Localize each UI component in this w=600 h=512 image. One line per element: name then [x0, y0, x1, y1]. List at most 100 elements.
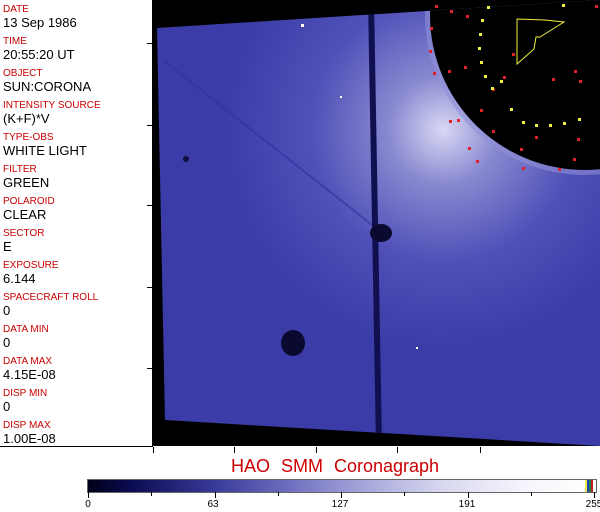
red-marker [457, 119, 460, 122]
field-date: DATE 13 Sep 1986 [3, 4, 77, 30]
red-marker [535, 136, 538, 139]
red-marker [429, 50, 432, 53]
colorbar-label: 255 [585, 499, 600, 510]
field-label: DISP MAX [3, 420, 51, 431]
field-type-obs: TYPE-OBS WHITE LIGHT [3, 132, 87, 158]
colorbar-tick [214, 492, 216, 498]
field-label: DATA MIN [3, 324, 49, 335]
axis-tick [147, 43, 153, 44]
field-data-max: DATA MAX 4.15E-08 [3, 356, 56, 382]
field-label: SECTOR [3, 228, 45, 239]
yellow-marker [484, 75, 487, 78]
yellow-marker [510, 108, 513, 111]
colorbar-tick [467, 492, 469, 498]
occulter-disk [430, 0, 600, 170]
field-label: DISP MIN [3, 388, 48, 399]
red-marker [468, 147, 471, 150]
field-label: DATE [3, 4, 29, 15]
field-value: 4.15E-08 [3, 367, 56, 382]
yellow-marker [549, 124, 552, 127]
red-marker [492, 130, 495, 133]
field-value: (K+F)*V [3, 111, 50, 126]
colorbar-label: 127 [331, 499, 349, 510]
field-label: FILTER [3, 164, 37, 175]
red-marker [520, 148, 523, 151]
field-value: 6.144 [3, 271, 36, 286]
field-filter: FILTER GREEN [3, 164, 49, 190]
occulter-pylon [368, 0, 382, 446]
red-marker [433, 72, 436, 75]
colorbar [87, 479, 597, 493]
yellow-marker [480, 61, 483, 64]
red-marker [448, 70, 451, 73]
axis-tick [153, 447, 154, 453]
field-value: 0 [3, 335, 11, 350]
colorbar-tick [341, 492, 342, 498]
field-value: 0 [3, 303, 11, 318]
red-marker [480, 109, 483, 112]
yellow-marker [535, 124, 538, 127]
field-value: SUN:CORONA [3, 79, 92, 94]
field-time: TIME 20:55:20 UT [3, 36, 75, 62]
field-intensity-source: INTENSITY SOURCE (K+F)*V [3, 100, 101, 126]
red-marker [503, 76, 506, 79]
field-disp-min: DISP MIN 0 [3, 388, 47, 414]
field-value: GREEN [3, 175, 50, 190]
field-label: EXPOSURE [3, 260, 59, 271]
yellow-marker [481, 19, 484, 22]
red-marker [476, 160, 479, 163]
yellow-marker [522, 121, 525, 124]
yellow-marker [487, 6, 490, 9]
axis-tick [480, 447, 481, 453]
axis-tick [147, 125, 153, 126]
colorbar-tick [594, 492, 595, 498]
field-value: 13 Sep 1986 [3, 15, 77, 30]
field-exposure: EXPOSURE 6.144 [3, 260, 59, 286]
field-label: OBJECT [3, 68, 43, 79]
field-value: CLEAR [3, 207, 47, 222]
colorbar-tick [151, 492, 153, 496]
axis-tick [147, 287, 153, 288]
red-marker [558, 168, 561, 171]
colorbar-label: 0 [85, 499, 91, 510]
yellow-marker [491, 87, 494, 90]
field-label: TYPE-OBS [3, 132, 54, 143]
yellow-marker [562, 4, 565, 7]
dark-spot [281, 330, 305, 356]
red-marker [573, 158, 576, 161]
axis-tick [234, 447, 235, 453]
colorbar-tick [404, 492, 406, 496]
red-marker [449, 120, 452, 123]
plot-title: HAO SMM Coronagraph [230, 456, 440, 476]
field-value: 0 [3, 399, 11, 414]
field-label: SPACECRAFT ROLL [3, 292, 99, 303]
field-label: DATA MAX [3, 356, 53, 367]
header-info-panel [0, 0, 153, 447]
colorbar-tick [530, 492, 532, 496]
field-object: OBJECT SUN:CORONA [3, 68, 91, 94]
field-value: 20:55:20 UT [3, 47, 75, 62]
red-marker [466, 15, 469, 18]
red-marker [512, 53, 515, 56]
field-spacecraft-roll: SPACECRAFT ROLL 0 [3, 292, 98, 318]
field-label: TIME [3, 36, 27, 47]
coronagraph-image [153, 0, 600, 446]
axis-tick [316, 447, 317, 453]
red-marker [595, 5, 598, 8]
yellow-marker [479, 33, 482, 36]
red-marker [450, 10, 453, 13]
yellow-marker [563, 122, 566, 125]
yellow-marker [500, 80, 503, 83]
field-data-min: DATA MIN 0 [3, 324, 49, 350]
red-marker [579, 80, 582, 83]
field-label: POLAROID [3, 196, 55, 207]
axis-tick [147, 205, 153, 206]
colorbar-label: 191 [458, 499, 476, 510]
yellow-marker [478, 47, 481, 50]
axis-tick [147, 368, 153, 369]
axis-tick [397, 447, 398, 453]
red-marker [522, 167, 525, 170]
red-marker [435, 5, 438, 8]
yellow-marker [578, 118, 581, 121]
field-sector: SECTOR E [3, 228, 45, 254]
